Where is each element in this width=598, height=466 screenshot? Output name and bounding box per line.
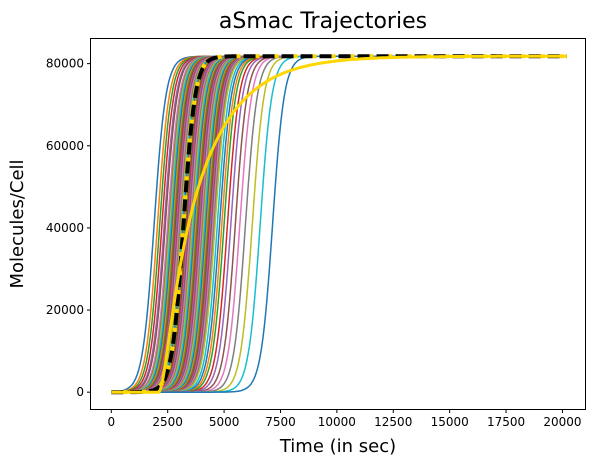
reference-line-gold-slow	[111, 54, 567, 394]
x-tick-label: 20000	[543, 415, 581, 429]
x-tick-label: 5000	[209, 415, 240, 429]
x-tick-label: 15000	[431, 415, 469, 429]
y-tick-label: 40000	[46, 221, 84, 235]
y-tick-label: 80000	[46, 57, 84, 71]
y-axis-ticks: 0 20000 40000 60000 80000	[46, 57, 91, 399]
x-tick-label: 17500	[487, 415, 525, 429]
x-axis-ticks: 0 2500 5000 7500 10000 12500 15000 17500 20000	[107, 409, 582, 429]
plot-frame	[90, 38, 586, 410]
y-tick-label: 0	[76, 385, 84, 399]
x-tick-label: 0	[107, 415, 115, 429]
x-tick-label: 7500	[265, 415, 296, 429]
chart-title: aSmac Trajectories	[219, 9, 427, 34]
x-tick-label: 10000	[318, 415, 356, 429]
trajectory-lines	[111, 55, 567, 393]
y-tick-label: 60000	[46, 139, 84, 153]
reference-lines	[111, 54, 567, 395]
x-axis-label: Time (in sec)	[279, 436, 396, 457]
x-tick-label: 12500	[374, 415, 412, 429]
y-axis-label: Molecules/Cell	[7, 159, 28, 288]
x-tick-label: 2500	[152, 415, 183, 429]
y-tick-label: 20000	[46, 303, 84, 317]
